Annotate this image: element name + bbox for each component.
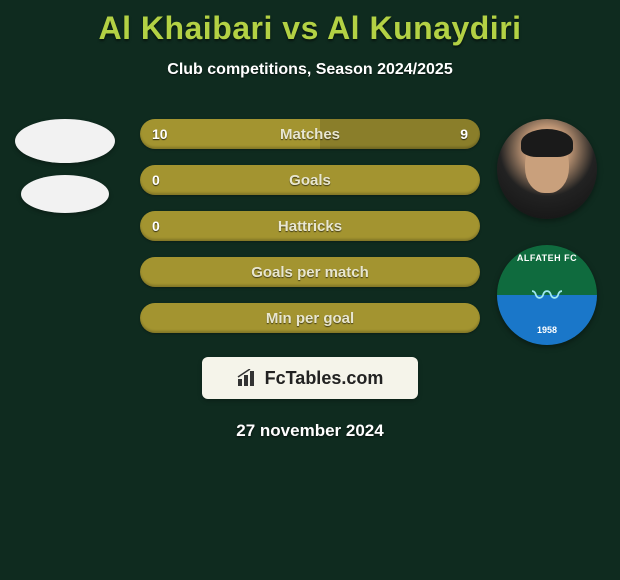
stat-label: Hattricks (278, 218, 342, 235)
player-left-avatar (15, 119, 115, 163)
stat-value-left: 0 (152, 218, 160, 234)
page-title: Al Khaibari vs Al Kunaydiri (0, 0, 620, 47)
comparison-infographic: Al Khaibari vs Al Kunaydiri Club competi… (0, 0, 620, 580)
club-swoosh-icon: 〰 (532, 271, 562, 315)
date-label: 27 november 2024 (0, 421, 620, 441)
player-left-column (10, 119, 120, 213)
bar-chart-icon (237, 369, 259, 387)
stat-label: Goals per match (251, 264, 369, 281)
stat-value-left: 0 (152, 172, 160, 188)
player-right-column: ALFATEH FC 〰 1958 (492, 119, 602, 345)
player-right-club-logo: ALFATEH FC 〰 1958 (497, 245, 597, 345)
stat-label: Goals (289, 172, 331, 189)
stat-value-left: 10 (152, 126, 168, 142)
player-left-club-logo (21, 175, 109, 213)
stat-bar: 0 Goals (140, 165, 480, 195)
club-name-label: ALFATEH FC (497, 253, 597, 263)
stat-bars: 10 Matches 9 0 Goals 0 Hattricks Goals per matc… (140, 119, 480, 333)
fctables-text: FcTables.com (265, 368, 384, 389)
stat-bar: Min per goal (140, 303, 480, 333)
stat-bar: 10 Matches 9 (140, 119, 480, 149)
stat-label: Min per goal (266, 310, 354, 327)
player-right-avatar (497, 119, 597, 219)
stat-label: Matches (280, 126, 340, 143)
club-year-label: 1958 (497, 325, 597, 335)
stat-value-right: 9 (460, 126, 468, 142)
stat-bar: Goals per match (140, 257, 480, 287)
stat-bar: 0 Hattricks (140, 211, 480, 241)
comparison-section: ALFATEH FC 〰 1958 10 Matches 9 0 Goals 0 Hattr… (0, 119, 620, 441)
page-subtitle: Club competitions, Season 2024/2025 (0, 61, 620, 79)
fctables-badge: FcTables.com (202, 357, 418, 399)
